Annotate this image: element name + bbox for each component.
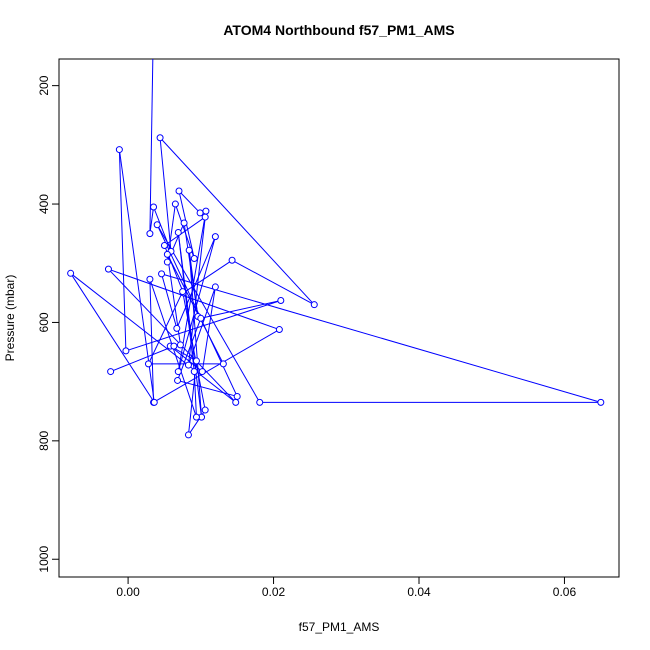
series-segment: [166, 254, 224, 365]
data-point: [228, 256, 236, 264]
series-segment: [177, 236, 216, 372]
y-tick-label: 1000: [37, 546, 51, 573]
data-point: [174, 368, 182, 376]
data-point: [115, 146, 123, 154]
series-segment: [149, 59, 154, 234]
data-point: [150, 398, 158, 406]
series-segment: [182, 291, 206, 411]
series-segment: [161, 273, 601, 403]
data-point: [232, 398, 240, 406]
x-tick-label: 0.06: [553, 585, 577, 599]
data-point: [175, 187, 183, 195]
x-tick-label: 0.02: [262, 585, 286, 599]
data-point: [163, 258, 171, 266]
series-segment: [153, 329, 280, 403]
data-point: [156, 134, 164, 142]
data-point: [185, 246, 193, 254]
data-point: [211, 233, 219, 241]
data-point: [163, 250, 171, 258]
data-point: [146, 275, 154, 283]
series-segment: [187, 286, 216, 366]
data-point: [190, 255, 198, 263]
series-segment: [161, 273, 178, 329]
data-point: [202, 207, 210, 215]
series-segment: [149, 206, 155, 234]
data-point: [176, 341, 184, 349]
data-point: [197, 314, 205, 322]
series-segment: [159, 137, 315, 306]
y-tick-label: 200: [37, 75, 51, 95]
series-segment: [176, 236, 216, 329]
data-point: [233, 392, 241, 400]
y-tick-label: 600: [37, 312, 51, 332]
data-point: [179, 288, 187, 296]
data-point: [180, 219, 188, 227]
data-point: [196, 209, 204, 217]
data-point: [107, 368, 115, 376]
series-segment: [148, 291, 184, 365]
series-segment: [200, 300, 281, 319]
series-segment: [70, 273, 155, 403]
chart-title: ATOM4 Northbound f57_PM1_AMS: [223, 22, 454, 38]
data-point: [201, 213, 209, 221]
data-point: [173, 324, 181, 332]
data-point: [192, 413, 200, 421]
series-segment: [231, 259, 315, 306]
data-point: [275, 326, 283, 334]
data-point: [256, 398, 264, 406]
data-point: [184, 431, 192, 439]
series-segment: [110, 345, 175, 373]
data-point: [201, 406, 209, 414]
x-tick-label: 0.04: [407, 585, 431, 599]
data-point: [170, 342, 178, 350]
data-point: [146, 230, 154, 238]
series-points: [67, 134, 605, 439]
data-point: [211, 283, 219, 291]
data-point: [310, 301, 318, 309]
y-tick-label: 400: [37, 194, 51, 214]
series-segment: [70, 272, 237, 403]
x-axis-label: f57_PM1_AMS: [299, 620, 380, 634]
data-point: [174, 228, 182, 236]
data-point: [190, 368, 198, 376]
data-point: [171, 200, 179, 208]
series-segment: [118, 149, 127, 351]
y-axis-label: Pressure (mbar): [3, 275, 17, 362]
data-point: [277, 297, 285, 305]
y-axis: 200 400 600 800 1000: [37, 75, 60, 573]
data-point: [192, 357, 200, 365]
data-point: [122, 347, 130, 355]
series-segment: [159, 137, 172, 252]
series-segment: [149, 279, 155, 403]
data-point: [198, 368, 206, 376]
x-tick-label: 0.00: [116, 585, 140, 599]
data-point: [597, 398, 605, 406]
series-segment: [178, 190, 201, 214]
data-point: [174, 376, 182, 384]
series-segment: [177, 379, 238, 397]
series-segment: [177, 232, 195, 372]
data-point: [158, 270, 166, 278]
y-tick-label: 800: [37, 431, 51, 451]
data-point: [144, 360, 152, 368]
data-point: [104, 265, 112, 273]
series-segment: [156, 224, 261, 403]
data-point: [184, 361, 192, 369]
data-point: [160, 241, 168, 249]
data-point: [150, 203, 158, 211]
x-axis: 0.00 0.02 0.04 0.06: [116, 576, 577, 599]
data-point: [153, 221, 161, 229]
data-point: [67, 269, 75, 277]
data-point: [219, 360, 227, 368]
series-segment: [118, 149, 155, 403]
series-segment: [201, 286, 216, 372]
